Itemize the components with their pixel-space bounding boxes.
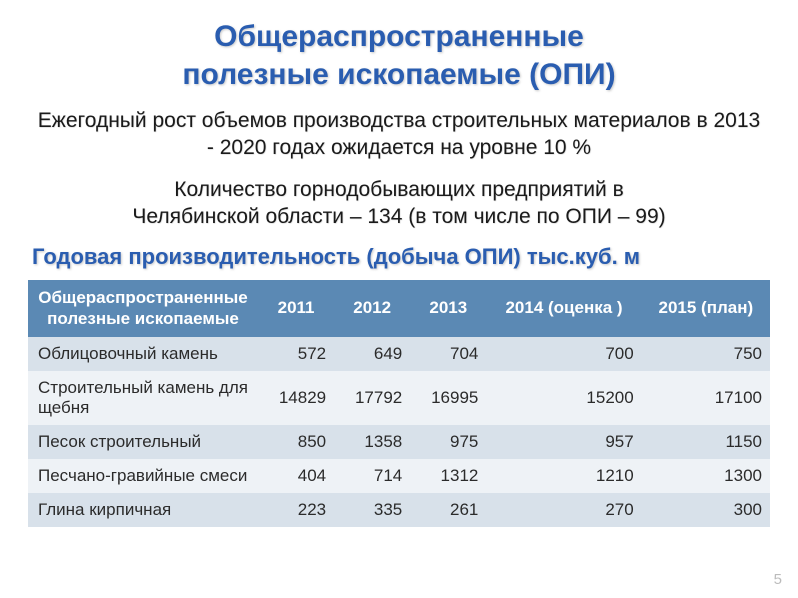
cell-val: 649 [334,337,410,371]
cell-name: Глина кирпичная [28,493,258,527]
table-row: Песок строительный 850 1358 975 957 1150 [28,425,770,459]
col-header-2012: 2012 [334,280,410,337]
cell-val: 15200 [486,371,641,425]
table-row: Песчано-гравийные смеси 404 714 1312 121… [28,459,770,493]
cell-val: 1358 [334,425,410,459]
production-table: Общераспространенные полезные ископаемые… [28,280,770,527]
col-header-name: Общераспространенные полезные ископаемые [28,280,258,337]
subtitle2-line2: Челябинской области – 134 (в том числе п… [132,205,665,228]
table-title: Годовая производительность (добыча ОПИ) … [28,244,770,270]
cell-val: 14829 [258,371,334,425]
col-header-2013: 2013 [410,280,486,337]
subtitle-enterprises: Количество горнодобывающих предприятий в… [28,176,770,231]
col-header-2015: 2015 (план) [642,280,770,337]
cell-name: Строительный камень для щебня [28,371,258,425]
cell-val: 270 [486,493,641,527]
cell-val: 1312 [410,459,486,493]
cell-val: 404 [258,459,334,493]
cell-val: 1150 [642,425,770,459]
table-row: Глина кирпичная 223 335 261 270 300 [28,493,770,527]
cell-val: 714 [334,459,410,493]
col-header-2011: 2011 [258,280,334,337]
table-header-row: Общераспространенные полезные ископаемые… [28,280,770,337]
title-line1: Общераспространенные [214,20,584,53]
cell-val: 975 [410,425,486,459]
subtitle2-line1: Количество горнодобывающих предприятий в [174,178,623,201]
cell-val: 17792 [334,371,410,425]
cell-val: 300 [642,493,770,527]
cell-val: 223 [258,493,334,527]
cell-val: 700 [486,337,641,371]
cell-val: 16995 [410,371,486,425]
cell-val: 704 [410,337,486,371]
cell-val: 261 [410,493,486,527]
cell-name: Песчано-гравийные смеси [28,459,258,493]
cell-val: 335 [334,493,410,527]
cell-val: 957 [486,425,641,459]
page-number: 5 [774,571,782,588]
cell-name: Облицовочный камень [28,337,258,371]
cell-val: 1210 [486,459,641,493]
col-header-2014: 2014 (оценка ) [486,280,641,337]
table-body: Облицовочный камень 572 649 704 700 750 … [28,337,770,527]
title-line2: полезные ископаемые (ОПИ) [182,58,615,91]
subtitle-growth: Ежегодный рост объемов производства стро… [28,107,770,162]
main-title: Общераспространенные полезные ископаемые… [28,18,770,93]
cell-val: 1300 [642,459,770,493]
cell-val: 850 [258,425,334,459]
cell-val: 750 [642,337,770,371]
cell-val: 17100 [642,371,770,425]
cell-name: Песок строительный [28,425,258,459]
cell-val: 572 [258,337,334,371]
table-row: Строительный камень для щебня 14829 1779… [28,371,770,425]
table-row: Облицовочный камень 572 649 704 700 750 [28,337,770,371]
